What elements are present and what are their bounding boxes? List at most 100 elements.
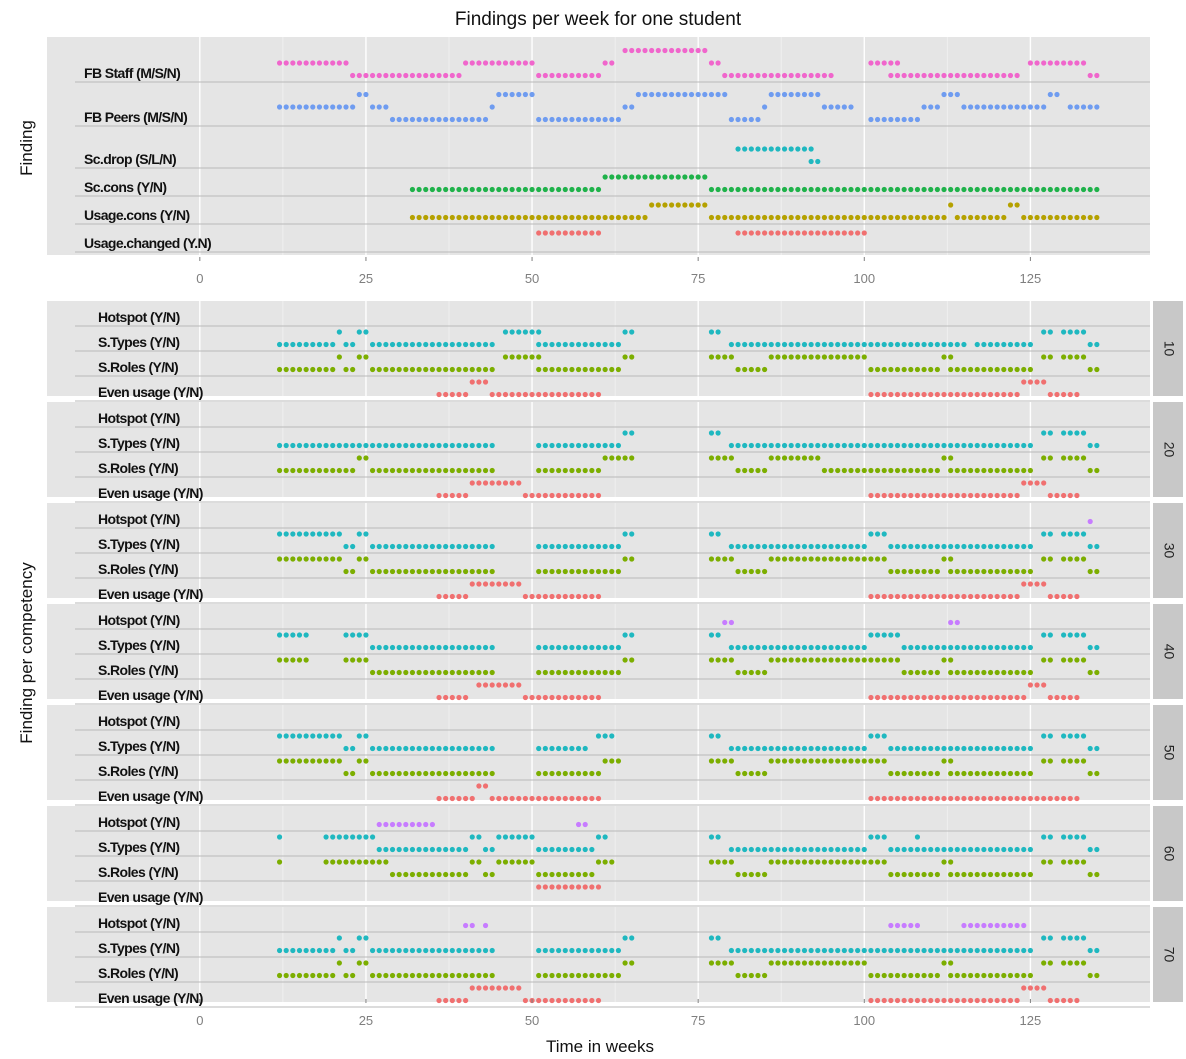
competency-point <box>1054 593 1060 600</box>
finding-point <box>755 230 761 236</box>
competency-point <box>881 593 887 600</box>
competency-point <box>456 795 462 802</box>
row-label: Hotspot (Y/N) <box>98 612 180 628</box>
competency-point <box>974 391 980 398</box>
competency-point <box>987 341 994 348</box>
competency-point <box>343 834 349 840</box>
competency-point <box>276 758 283 764</box>
competency-point <box>914 947 921 954</box>
competency-point <box>303 657 309 663</box>
competency-point <box>276 657 283 663</box>
competency-point <box>350 568 356 575</box>
competency-point <box>795 442 801 449</box>
competency-point <box>509 985 515 991</box>
finding-point <box>808 146 814 152</box>
competency-point <box>855 846 861 853</box>
competency-point <box>934 669 940 676</box>
competency-point <box>1074 834 1080 840</box>
competency-point <box>609 543 615 550</box>
competency-point <box>781 846 788 853</box>
competency-point <box>456 745 462 752</box>
competency-point <box>1007 871 1014 878</box>
competency-point <box>708 455 715 461</box>
competency-point <box>1021 480 1027 486</box>
competency-point <box>323 972 329 979</box>
competency-point <box>848 354 854 360</box>
competency-point <box>1021 694 1027 701</box>
competency-point <box>569 391 575 398</box>
competency-point <box>888 442 894 449</box>
competency-point <box>582 972 588 979</box>
competency-point <box>914 366 921 373</box>
finding-point <box>429 214 435 221</box>
competency-point <box>476 341 482 348</box>
competency-point <box>921 366 927 373</box>
competency-point <box>456 972 462 979</box>
competency-point <box>901 366 907 373</box>
competency-point <box>303 341 309 348</box>
competency-point <box>961 442 967 449</box>
finding-point <box>516 186 522 193</box>
competency-point <box>549 366 555 373</box>
competency-point <box>821 758 828 764</box>
competency-point <box>356 758 362 764</box>
competency-point <box>1027 467 1033 474</box>
finding-point <box>536 230 542 236</box>
competency-point <box>569 871 575 878</box>
competency-point <box>1041 556 1047 562</box>
finding-point <box>516 91 522 98</box>
finding-point <box>662 202 668 208</box>
competency-point <box>609 568 615 575</box>
competency-point <box>835 846 841 853</box>
competency-point <box>1080 758 1087 764</box>
competency-point <box>330 733 336 739</box>
facet-strip <box>1153 907 1183 1002</box>
competency-point <box>482 467 489 474</box>
competency-point <box>582 669 588 676</box>
competency-point <box>1001 947 1007 954</box>
competency-point <box>403 821 409 828</box>
competency-point <box>556 391 562 398</box>
competency-point <box>343 859 349 865</box>
competency-point <box>1061 492 1067 499</box>
competency-point <box>436 694 442 701</box>
competency-point <box>908 543 914 550</box>
competency-point <box>409 947 416 954</box>
competency-point <box>629 455 635 461</box>
competency-point <box>443 568 449 575</box>
competency-point <box>775 846 781 853</box>
competency-point <box>1021 846 1027 853</box>
competency-point <box>1087 972 1093 979</box>
competency-point <box>569 492 575 499</box>
finding-point <box>642 214 648 221</box>
finding-point <box>941 91 947 98</box>
competency-point <box>436 644 442 651</box>
competency-point <box>629 556 635 562</box>
competency-point <box>908 669 914 676</box>
competency-point <box>755 366 761 373</box>
competency-point <box>369 834 376 840</box>
competency-point <box>409 366 416 373</box>
competency-point <box>801 354 808 360</box>
competency-point <box>1094 442 1100 449</box>
competency-point <box>383 467 389 474</box>
competency-point <box>629 960 635 966</box>
competency-point <box>376 543 382 550</box>
competency-point <box>868 947 874 954</box>
competency-point <box>1067 960 1073 966</box>
competency-point <box>874 531 881 537</box>
competency-point <box>722 354 728 360</box>
competency-point <box>901 770 907 777</box>
competency-point <box>589 947 595 954</box>
finding-point <box>1034 186 1040 193</box>
competency-point <box>463 492 469 499</box>
competency-point <box>1007 467 1014 474</box>
competency-point <box>423 821 429 828</box>
competency-point <box>389 972 396 979</box>
competency-point <box>549 972 555 979</box>
finding-point <box>954 214 960 221</box>
competency-point <box>316 758 323 764</box>
facet-background <box>47 907 1150 1002</box>
competency-point <box>948 593 954 600</box>
